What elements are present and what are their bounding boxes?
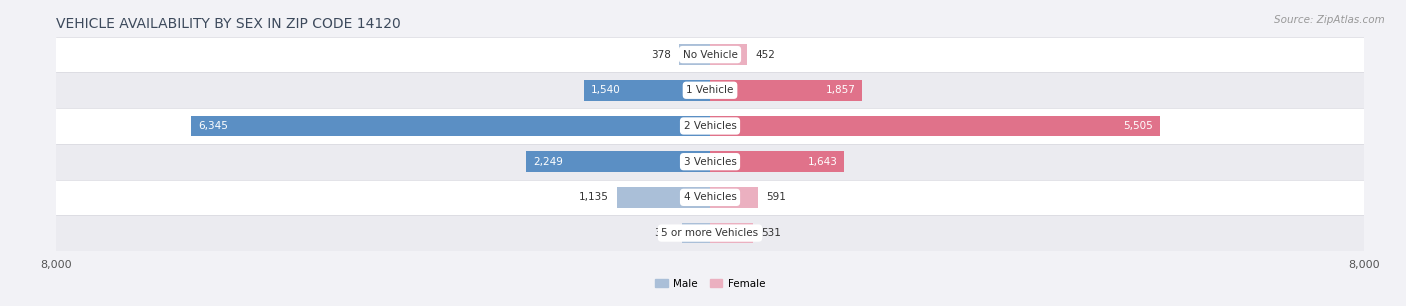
Text: 5 or more Vehicles: 5 or more Vehicles <box>661 228 759 238</box>
Text: 346: 346 <box>654 228 673 238</box>
Bar <box>682 223 710 244</box>
Text: 378: 378 <box>651 50 671 60</box>
Bar <box>710 80 862 101</box>
Bar <box>56 180 1364 215</box>
Text: Source: ZipAtlas.com: Source: ZipAtlas.com <box>1274 15 1385 25</box>
Bar <box>617 187 710 208</box>
Text: 2,249: 2,249 <box>533 157 562 167</box>
Bar <box>56 37 1364 73</box>
Text: 591: 591 <box>766 192 786 202</box>
Text: 5,505: 5,505 <box>1123 121 1153 131</box>
Text: 452: 452 <box>755 50 775 60</box>
Text: 1 Vehicle: 1 Vehicle <box>686 85 734 95</box>
Text: 1,643: 1,643 <box>808 157 838 167</box>
Text: 2 Vehicles: 2 Vehicles <box>683 121 737 131</box>
Bar <box>583 80 710 101</box>
Text: 4 Vehicles: 4 Vehicles <box>683 192 737 202</box>
Bar <box>710 44 747 65</box>
Bar <box>710 151 844 172</box>
Text: 1,857: 1,857 <box>825 85 855 95</box>
Bar <box>526 151 710 172</box>
Text: 531: 531 <box>762 228 782 238</box>
Text: 1,540: 1,540 <box>591 85 620 95</box>
Bar <box>710 223 754 244</box>
Bar <box>56 144 1364 180</box>
Legend: Male, Female: Male, Female <box>651 274 769 293</box>
Text: 6,345: 6,345 <box>198 121 228 131</box>
Text: No Vehicle: No Vehicle <box>682 50 738 60</box>
Bar <box>710 116 1160 136</box>
Bar <box>56 215 1364 251</box>
Bar <box>710 187 758 208</box>
Text: 1,135: 1,135 <box>579 192 609 202</box>
Bar <box>679 44 710 65</box>
Bar <box>56 73 1364 108</box>
Text: VEHICLE AVAILABILITY BY SEX IN ZIP CODE 14120: VEHICLE AVAILABILITY BY SEX IN ZIP CODE … <box>56 17 401 32</box>
Text: 3 Vehicles: 3 Vehicles <box>683 157 737 167</box>
Bar <box>191 116 710 136</box>
Bar <box>56 108 1364 144</box>
